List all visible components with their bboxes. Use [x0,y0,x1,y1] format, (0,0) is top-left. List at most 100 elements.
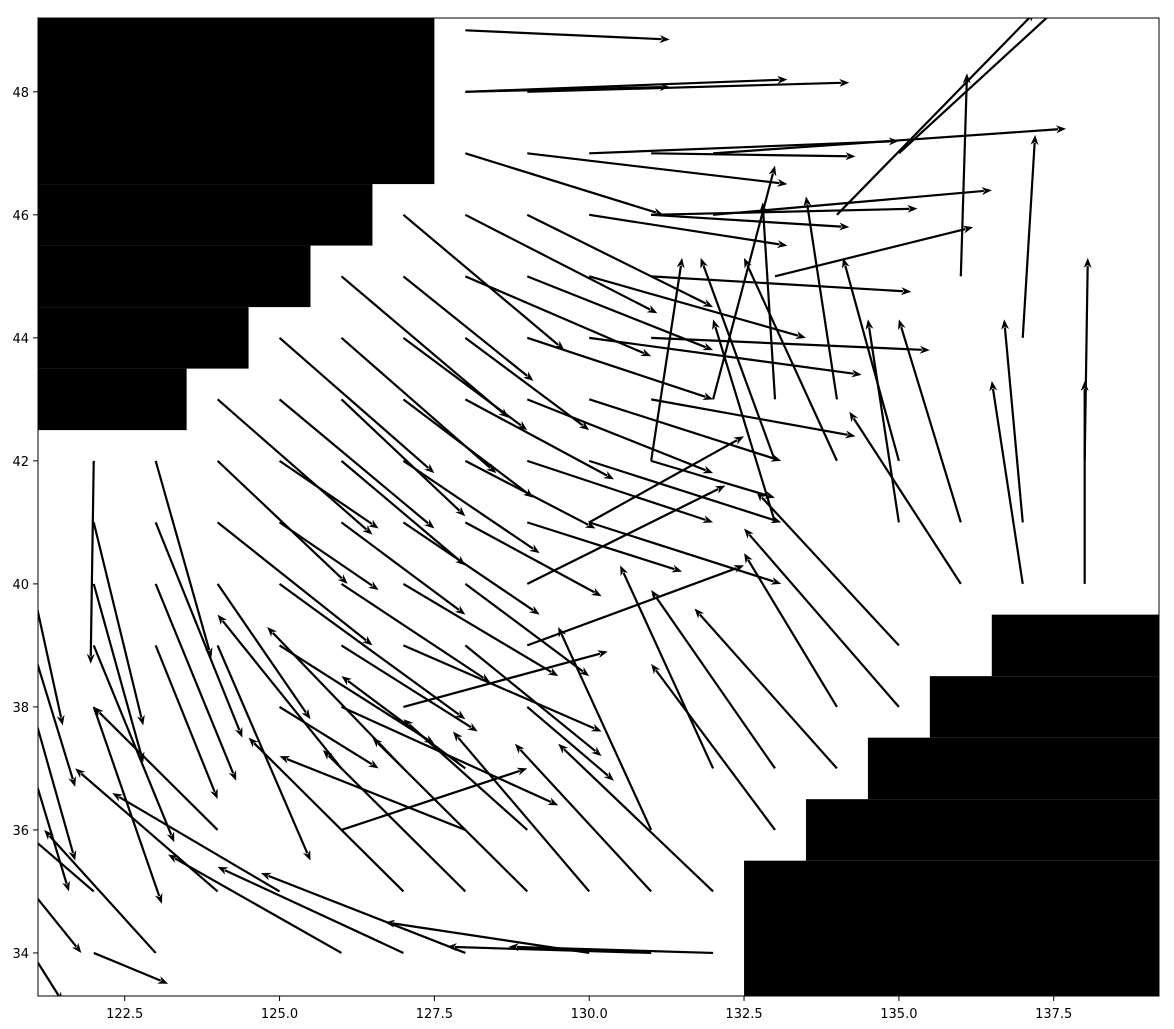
arrow-shaft [589,336,854,375]
vector-arrow [527,152,788,187]
vector-arrow [527,78,850,93]
vector-arrow [464,336,590,431]
vector-arrow [744,528,900,708]
vector-arrow [216,521,373,646]
arrow-head [777,75,788,84]
vector-arrow [694,608,838,770]
arrow-shaft [340,521,460,611]
vector-arrow [651,152,856,161]
arrow-shaft [527,152,780,185]
vector-arrow [651,590,776,770]
arrow-shaft [650,265,682,462]
x-tick-label: 130.0 [571,1007,608,1022]
arrow-shaft [698,613,838,770]
arrow-shaft [465,78,780,93]
arrow-head [839,222,850,231]
arrow-head [424,519,435,529]
vector-arrow [651,204,918,216]
arrow-shaft [959,81,968,277]
arrow-shaft [713,128,1059,155]
arrow-head [166,831,175,843]
arrow-shaft [844,265,900,462]
vector-arrow [340,398,466,517]
arrow-shaft [341,769,521,831]
y-tick-label: 46 [12,209,29,224]
arrow-shaft [464,644,597,752]
arrow-head [795,331,806,339]
arrow-head [454,710,466,720]
arrow-head [603,471,614,480]
y-tick-label: 34 [12,947,29,962]
arrow-shaft [340,460,460,562]
arrow-shaft [464,336,584,427]
vector-arrow [650,398,856,439]
arrow-head [591,746,602,757]
arrow-head [498,408,509,418]
vector-arrow [514,743,652,893]
vector-arrow [1080,380,1089,584]
vector-arrow [464,644,602,757]
arrow-shaft [836,18,1031,216]
arrow-head [154,892,163,904]
vector-arrow [340,275,509,418]
arrow-head [1080,380,1089,391]
arrow-head [962,225,974,234]
arrow-shaft [92,644,173,836]
arrow-shaft [38,661,74,780]
vector-arrow [154,521,243,738]
arrow-shaft [526,275,707,349]
arrow-shaft [154,583,235,774]
vector-arrow [464,583,590,677]
vector-arrow [260,872,466,954]
arrow-head [68,776,77,787]
vector-arrow [340,521,466,615]
vector-arrow [322,749,467,893]
vector-arrow [744,257,838,462]
arrow-head [62,880,70,892]
arrow-head [516,767,528,776]
arrow-head [112,793,123,802]
y-tick-label: 42 [12,455,29,470]
arrow-shaft [748,533,900,708]
y-tick-label: 44 [12,332,29,347]
arrow-head [744,553,753,564]
arrow-head [267,626,277,637]
arrow-head [86,653,95,664]
arrow-head [603,771,614,781]
arrow-head [301,708,311,720]
vector-arrow [651,663,776,831]
vector-arrow [588,436,745,524]
arrow-shaft [216,460,343,580]
y-tick-label: 38 [12,701,29,716]
arrow-head [733,436,745,445]
arrow-head [702,342,714,351]
arrow-head [558,743,569,754]
vector-arrow [217,866,404,954]
arrow-shaft [898,18,1049,155]
vector-arrow [278,705,379,769]
arrow-shaft [651,275,904,293]
arrow-head [776,240,788,249]
vector-arrow [744,553,838,708]
vector-arrow [959,73,971,277]
arrow-shaft [92,583,143,755]
arrow-head [71,942,82,953]
vector-arrow [774,225,974,278]
arrow-head [368,519,379,529]
land-mask-block [38,307,249,369]
arrow-shaft [216,583,307,714]
arrow-shaft [402,213,560,346]
vector-arrow [402,521,540,615]
arrow-shaft [402,459,534,550]
arrow-head [368,759,379,769]
arrow-shaft [221,620,343,770]
arrow-head [845,152,856,161]
y-tick-label: 48 [12,86,29,101]
arrow-shaft [268,874,466,954]
arrow-shaft [651,207,910,216]
arrow-shaft [118,796,281,893]
vector-arrow [402,275,534,381]
land-mask-block [38,18,435,185]
arrow-head [362,525,373,535]
x-tick-label: 137.5 [1035,1007,1072,1022]
